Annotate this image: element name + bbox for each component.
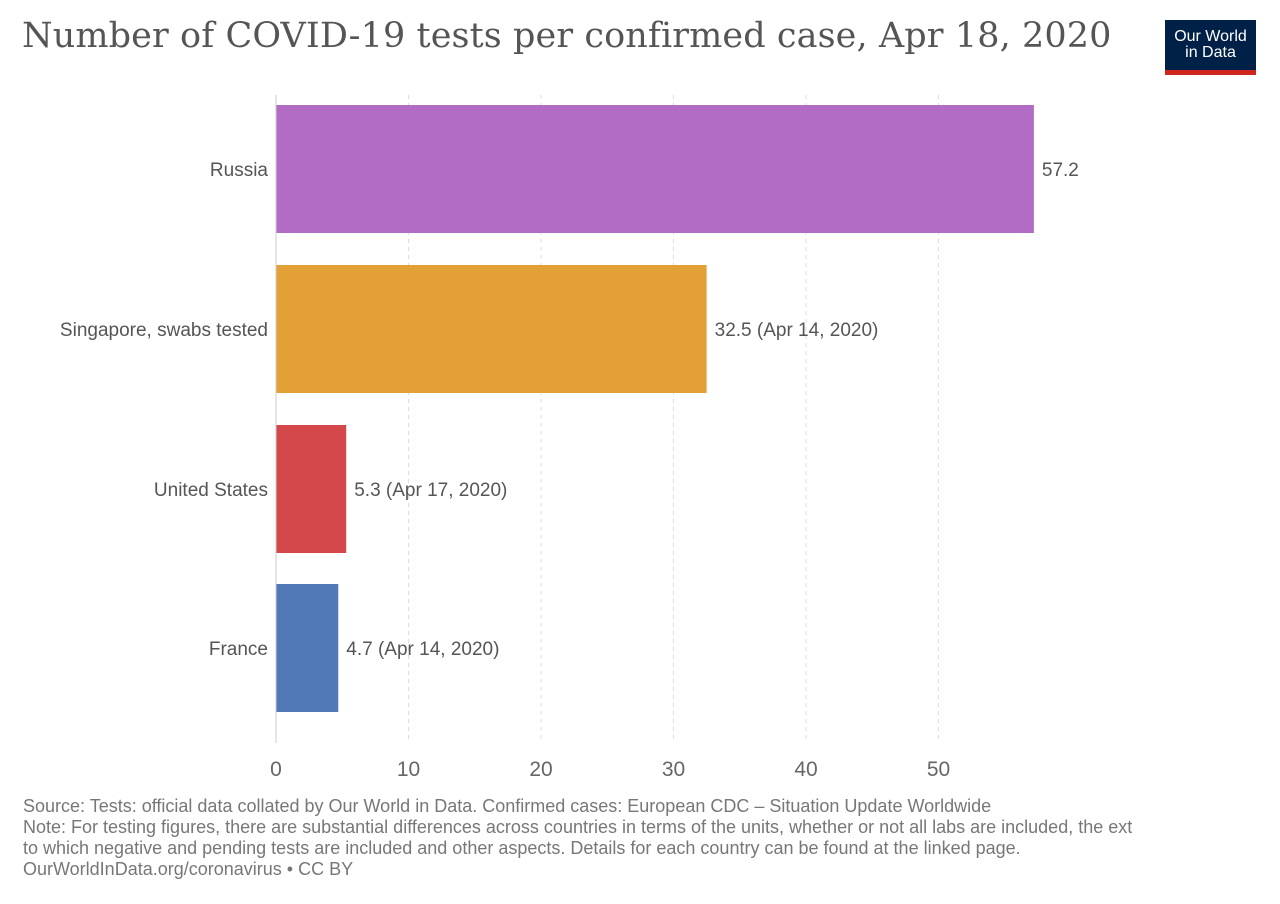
logo-line-2: in Data [1185, 44, 1236, 61]
value-label: 57.2 [1042, 160, 1079, 181]
footer-source: Source: Tests: official data collated by… [23, 796, 992, 816]
bar [276, 584, 339, 712]
chart-title: Number of COVID-19 tests per confirmed c… [22, 16, 1112, 56]
bar-chart: Russia 57.2 Singapore, swabs tested 32.5 (A… [60, 95, 1079, 781]
value-label: 4.7 (Apr 14, 2020) [346, 639, 499, 660]
x-tick-label: 30 [662, 758, 685, 781]
category-label: France [209, 639, 268, 660]
value-label: 32.5 (Apr 14, 2020) [715, 320, 879, 341]
owid-logo[interactable]: Our World in Data [1165, 20, 1256, 75]
footer-note-line-2: to which negative and pending tests are … [23, 838, 1021, 858]
logo-line-1: Our World [1174, 28, 1247, 45]
category-label: Russia [210, 160, 269, 181]
category-label: Singapore, swabs tested [60, 320, 268, 341]
x-tick-label: 20 [529, 758, 552, 781]
x-tick-label: 0 [270, 758, 282, 781]
x-tick-label: 50 [927, 758, 950, 781]
bar [276, 105, 1034, 233]
value-label: 5.3 (Apr 17, 2020) [354, 480, 507, 501]
x-tick-label: 10 [397, 758, 420, 781]
bar [276, 425, 347, 553]
x-tick-label: 40 [794, 758, 817, 781]
bar [276, 265, 707, 393]
category-label: United States [154, 480, 268, 501]
footer-url[interactable]: OurWorldInData.org/coronavirus • CC BY [23, 859, 354, 879]
logo-accent-bar [1165, 70, 1256, 75]
footer-note-line-1: Note: For testing figures, there are sub… [23, 817, 1133, 837]
chart-footer: Source: Tests: official data collated by… [23, 796, 1132, 880]
